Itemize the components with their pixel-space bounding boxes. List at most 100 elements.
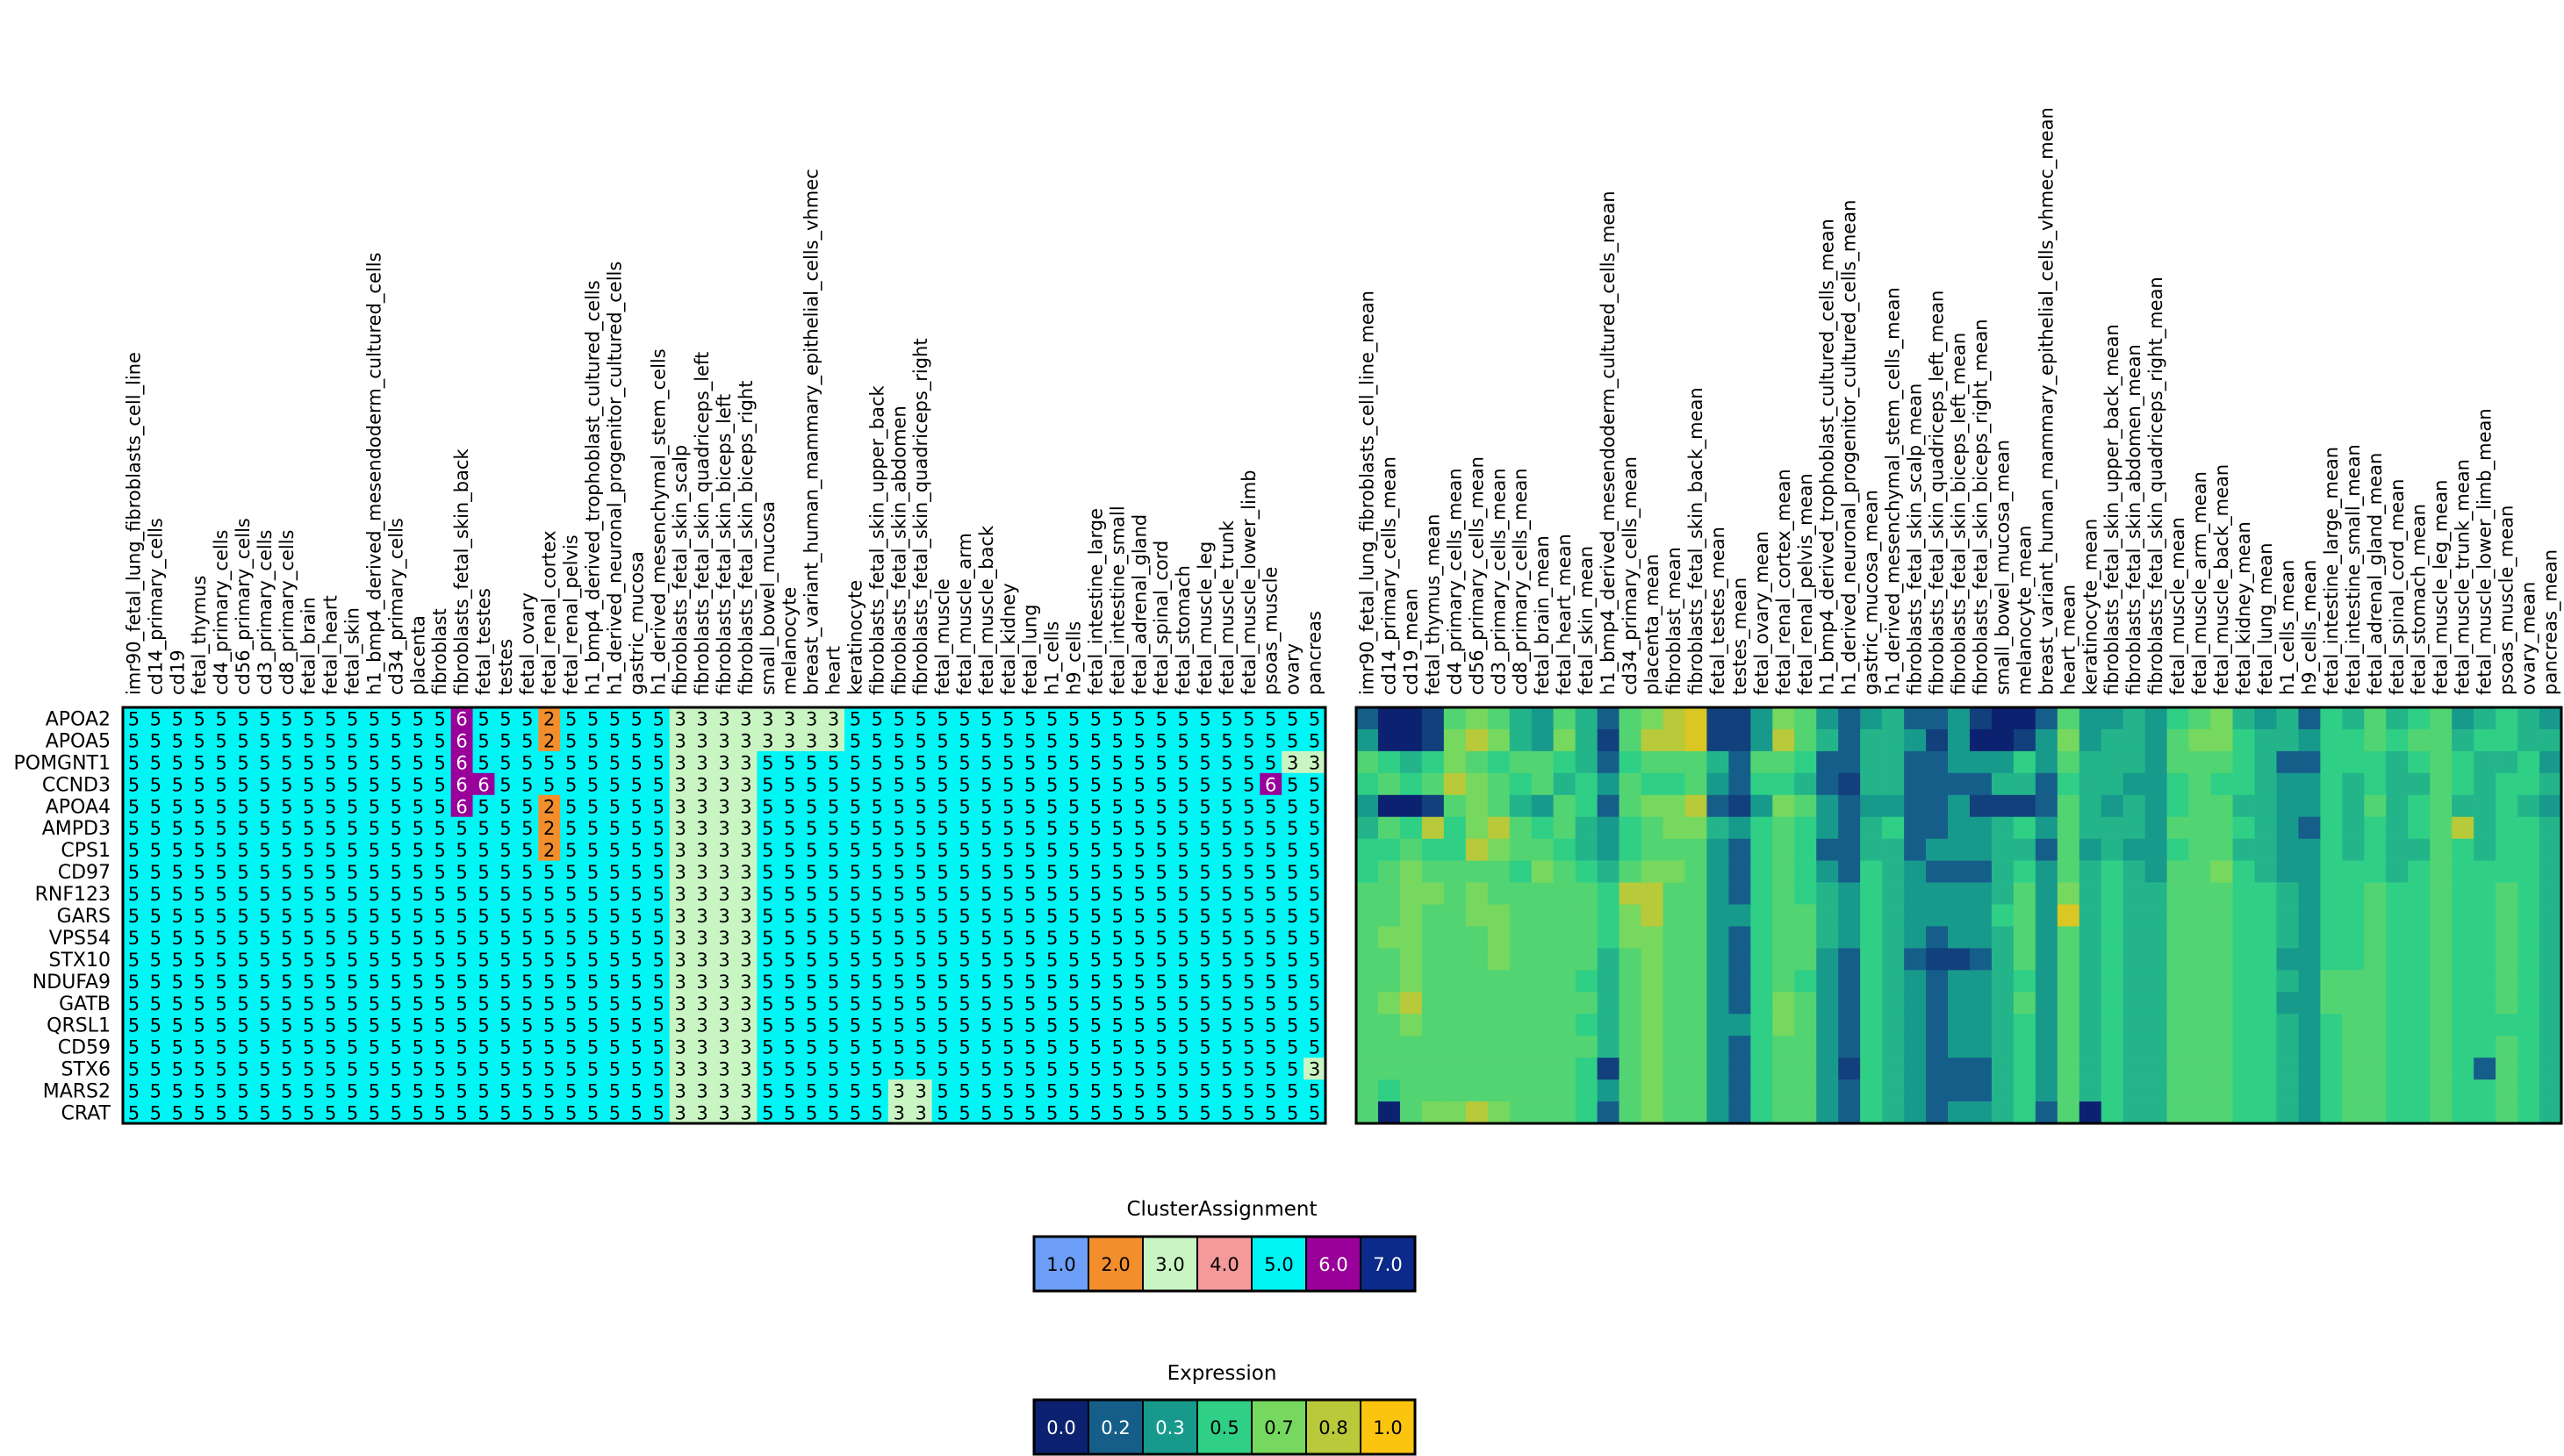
cluster-cell-value: 3 [740, 708, 751, 729]
cluster-cell [210, 794, 233, 818]
expression-cell [1750, 728, 1773, 752]
cluster-cell [1282, 838, 1304, 861]
expression-cell [1794, 904, 1817, 927]
expression-cell [2408, 750, 2431, 774]
cluster-cell-value: 5 [347, 818, 358, 839]
expression-cell [2210, 926, 2233, 949]
expression-cell [2144, 970, 2167, 993]
cluster-cell-value: 5 [1309, 993, 1320, 1015]
cluster-cell [450, 904, 473, 927]
expression-cell [1641, 772, 1663, 796]
cluster-cell [931, 1058, 954, 1080]
cluster-cell [1282, 1036, 1304, 1058]
cluster-cell [822, 772, 845, 796]
expression-cell [1926, 1036, 1949, 1058]
expression-cell [1597, 970, 1620, 993]
cluster-cell-value: 5 [1309, 972, 1320, 993]
expression-cell [1531, 1079, 1554, 1102]
expression-cell [1728, 970, 1751, 993]
cluster-cell [188, 926, 211, 949]
expression-cell [1948, 926, 1971, 949]
expression-cell [2057, 860, 2080, 883]
cluster-cell [276, 992, 298, 1015]
expression-cell [1794, 860, 1817, 883]
expression-cell [2144, 904, 2167, 927]
expression-cell [2474, 970, 2496, 993]
expression-cell [1926, 992, 1949, 1015]
cluster-cell-value: 5 [631, 708, 643, 729]
expression-cell [2320, 794, 2343, 818]
cluster-cell [428, 904, 451, 927]
expression-cell [2430, 992, 2453, 1015]
cluster-cell-value: 5 [980, 906, 992, 927]
cluster-cell-value: 5 [1221, 1081, 1232, 1102]
cluster-cell [166, 860, 190, 883]
expression-cell [1948, 882, 1971, 905]
expression-cell [1399, 882, 1423, 905]
cluster-cell [320, 728, 342, 752]
cluster-cell [144, 992, 168, 1015]
cluster-cell-value: 5 [762, 752, 773, 773]
cluster-cell-value: 5 [806, 993, 817, 1015]
expression-cell [2517, 860, 2540, 883]
cluster-cell [384, 1058, 408, 1080]
cluster-cell [384, 772, 408, 796]
cluster-cell-value: 5 [872, 1059, 883, 1080]
expression-cell [2254, 772, 2277, 796]
cluster-cell [341, 1079, 364, 1102]
expression-cell [1641, 1014, 1663, 1036]
expression-cell [2035, 750, 2058, 774]
cluster-cell [516, 750, 539, 774]
expression-cell [2386, 860, 2409, 883]
cluster-cell-value: 3 [740, 906, 751, 927]
cluster-cell [582, 750, 605, 774]
cluster-cell-value: 5 [193, 730, 205, 751]
cluster-cell [560, 838, 583, 861]
cluster-cell-value: 5 [1265, 950, 1276, 971]
expression-cell [1531, 707, 1554, 730]
cluster-cell-value: 5 [150, 840, 162, 861]
cluster-cell-value: 5 [237, 774, 248, 795]
expression-cell [2013, 860, 2036, 883]
cluster-cell-value: 5 [1134, 972, 1146, 993]
expression-cell [2254, 1079, 2277, 1102]
cluster-cell-value: 5 [499, 1015, 511, 1036]
cluster-cell-value: 5 [980, 1015, 992, 1036]
cluster-cell [166, 904, 190, 927]
expression-cell [1465, 860, 1489, 883]
cluster-cell [538, 860, 561, 883]
cluster-cell-value: 5 [1243, 906, 1254, 927]
cluster-cell [1216, 838, 1239, 861]
cluster-cell-value: 5 [828, 862, 839, 883]
cluster-cell [1150, 816, 1173, 839]
cluster-cell [604, 707, 627, 730]
cluster-cell-value: 5 [959, 862, 970, 883]
cluster-cell [1282, 1014, 1304, 1036]
column-label: fetal_testes [473, 588, 495, 695]
cluster-cell [341, 882, 364, 905]
expression-cell [1926, 772, 1949, 796]
cluster-cell [1106, 750, 1130, 774]
cluster-cell-value: 5 [172, 796, 183, 817]
expression-cell [2364, 926, 2387, 949]
cluster-cell-value: 5 [1243, 928, 1254, 949]
cluster-cell [1128, 728, 1152, 752]
cluster-cell [779, 1036, 801, 1058]
expression-cell [1597, 882, 1620, 905]
cluster-cell-value: 3 [696, 752, 707, 773]
cluster-cell-value: 5 [1177, 818, 1189, 839]
expression-cell [2232, 992, 2255, 1015]
column-label: cd34_primary_cells [385, 518, 407, 695]
expression-cell [1575, 707, 1598, 730]
expression-cell [2035, 1101, 2058, 1124]
cluster-cell-value: 5 [1287, 1081, 1298, 1102]
expression-cell [2496, 816, 2518, 839]
cluster-cell [909, 707, 932, 730]
cluster-cell-value: 5 [565, 906, 577, 927]
cluster-cell [428, 772, 451, 796]
column-label: fetal_spinal_cord [1151, 541, 1173, 695]
cluster-cell [887, 816, 911, 839]
cluster-cell-value: 5 [413, 884, 424, 905]
expression-cell [2364, 904, 2387, 927]
cluster-cell [516, 838, 539, 861]
